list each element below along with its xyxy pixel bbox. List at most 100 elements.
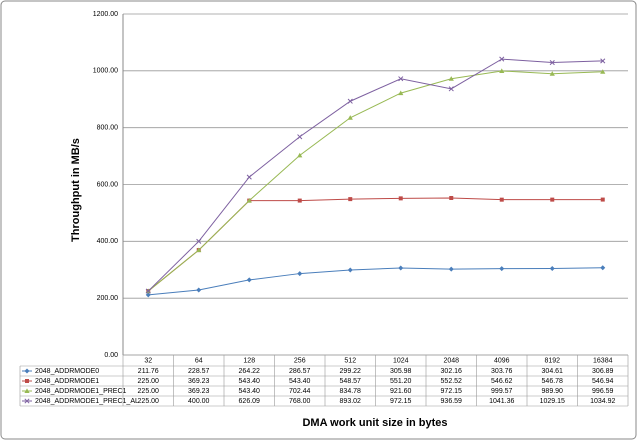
table-value: 546.62	[491, 378, 513, 385]
legend-marker	[25, 379, 29, 383]
data-point	[398, 196, 403, 201]
table-value: 1034.92	[590, 398, 615, 405]
table-value: 768.00	[289, 398, 311, 405]
data-point	[398, 76, 404, 82]
data-point	[246, 277, 252, 283]
table-value: 299.22	[340, 368, 362, 375]
y-tick-label: 800.00	[97, 125, 119, 132]
data-point	[145, 288, 151, 294]
data-point	[398, 265, 404, 271]
table-value: 305.98	[390, 368, 412, 375]
data-point	[549, 59, 555, 66]
table-value: 552.52	[441, 378, 463, 385]
data-point	[196, 247, 202, 253]
table-value: 211.76	[138, 368, 159, 375]
table-value: 972.15	[441, 388, 463, 395]
table-value: 543.40	[289, 378, 311, 385]
data-point	[499, 266, 505, 272]
data-point	[549, 265, 555, 271]
table-value: 369.23	[188, 388, 210, 395]
data-point	[448, 76, 454, 81]
y-tick-label: 600.00	[97, 181, 119, 188]
data-point	[448, 266, 454, 272]
y-axis-title: Throughput in MB/s	[70, 138, 82, 242]
x-tick-label: 512	[344, 357, 356, 364]
y-tick-label: 200.00	[97, 295, 119, 302]
legend-marker	[24, 388, 30, 393]
data-point	[145, 292, 151, 298]
data-point	[499, 56, 505, 62]
table-value: 996.59	[592, 388, 614, 395]
series-line	[147, 58, 603, 292]
data-point	[448, 86, 454, 92]
data-point	[297, 271, 303, 277]
data-point	[297, 134, 303, 140]
table-value: 936.59	[441, 398, 463, 405]
legend-label: 2048_ADDRMODE1_PREC1_AL	[35, 398, 139, 405]
table-value: 225.00	[138, 398, 160, 405]
data-point	[549, 71, 555, 76]
table-value: 303.76	[491, 368, 513, 375]
table-value: 543.40	[239, 388, 261, 395]
data-point	[196, 238, 202, 244]
series-line	[147, 70, 603, 292]
data-point	[246, 197, 252, 203]
table-value: 972.15	[390, 398, 412, 405]
data-point	[550, 197, 555, 202]
x-tick-label: 128	[243, 357, 255, 364]
table-value: 304.61	[542, 368, 564, 375]
table-value: 626.09	[239, 398, 261, 405]
x-tick-label: 64	[195, 357, 203, 364]
table-value: 702.44	[289, 388, 311, 395]
data-point	[600, 58, 606, 64]
table-value: 225.00	[138, 388, 160, 395]
data-point	[499, 197, 504, 202]
data-point	[196, 287, 202, 293]
data-point	[297, 198, 302, 203]
data-point	[297, 152, 303, 158]
data-point	[600, 197, 605, 202]
table-value: 1041.36	[489, 398, 514, 405]
table-value: 286.57	[289, 368, 311, 375]
x-tick-label: 2048	[443, 357, 459, 364]
y-tick-label: 1200.00	[93, 11, 118, 18]
table-value: 400.00	[188, 398, 210, 405]
legend-label: 2048_ADDRMODE1	[35, 378, 99, 385]
series-line	[148, 267, 603, 296]
table-value: 921.60	[390, 388, 412, 395]
table-value: 551.20	[390, 378, 412, 385]
data-point	[600, 265, 606, 271]
legend-label: 2048_ADDRMODE1_PREC1	[35, 388, 127, 395]
data-point	[600, 69, 606, 74]
table-value: 548.57	[340, 378, 362, 385]
table-value: 302.16	[441, 368, 463, 375]
table-value: 834.78	[340, 388, 362, 395]
table-value: 893.02	[340, 398, 362, 405]
table-value: 543.40	[239, 378, 261, 385]
table-value: 546.78	[542, 378, 564, 385]
data-point	[246, 174, 252, 180]
x-tick-label: 256	[294, 357, 306, 364]
data-point	[348, 197, 353, 202]
table-value: 225.00	[138, 378, 160, 385]
table-value: 989.90	[542, 388, 564, 395]
table-value: 228.57	[188, 368, 210, 375]
legend-marker	[24, 398, 30, 404]
table-value: 264.22	[239, 368, 261, 375]
table-value: 306.89	[592, 368, 614, 375]
data-point	[347, 98, 353, 104]
x-tick-label: 4096	[494, 357, 510, 364]
table-value: 1029.15	[540, 398, 565, 405]
table-value: 999.57	[491, 388, 513, 395]
x-tick-label: 8192	[544, 357, 560, 364]
x-tick-label: 1024	[393, 357, 409, 364]
table-value: 369.23	[188, 378, 210, 385]
y-tick-label: 1000.00	[93, 68, 118, 75]
x-tick-label: 32	[144, 357, 152, 364]
data-point	[398, 90, 404, 96]
legend-label: 2048_ADDRMODE0	[35, 368, 99, 375]
table-value: 546.94	[592, 378, 614, 385]
